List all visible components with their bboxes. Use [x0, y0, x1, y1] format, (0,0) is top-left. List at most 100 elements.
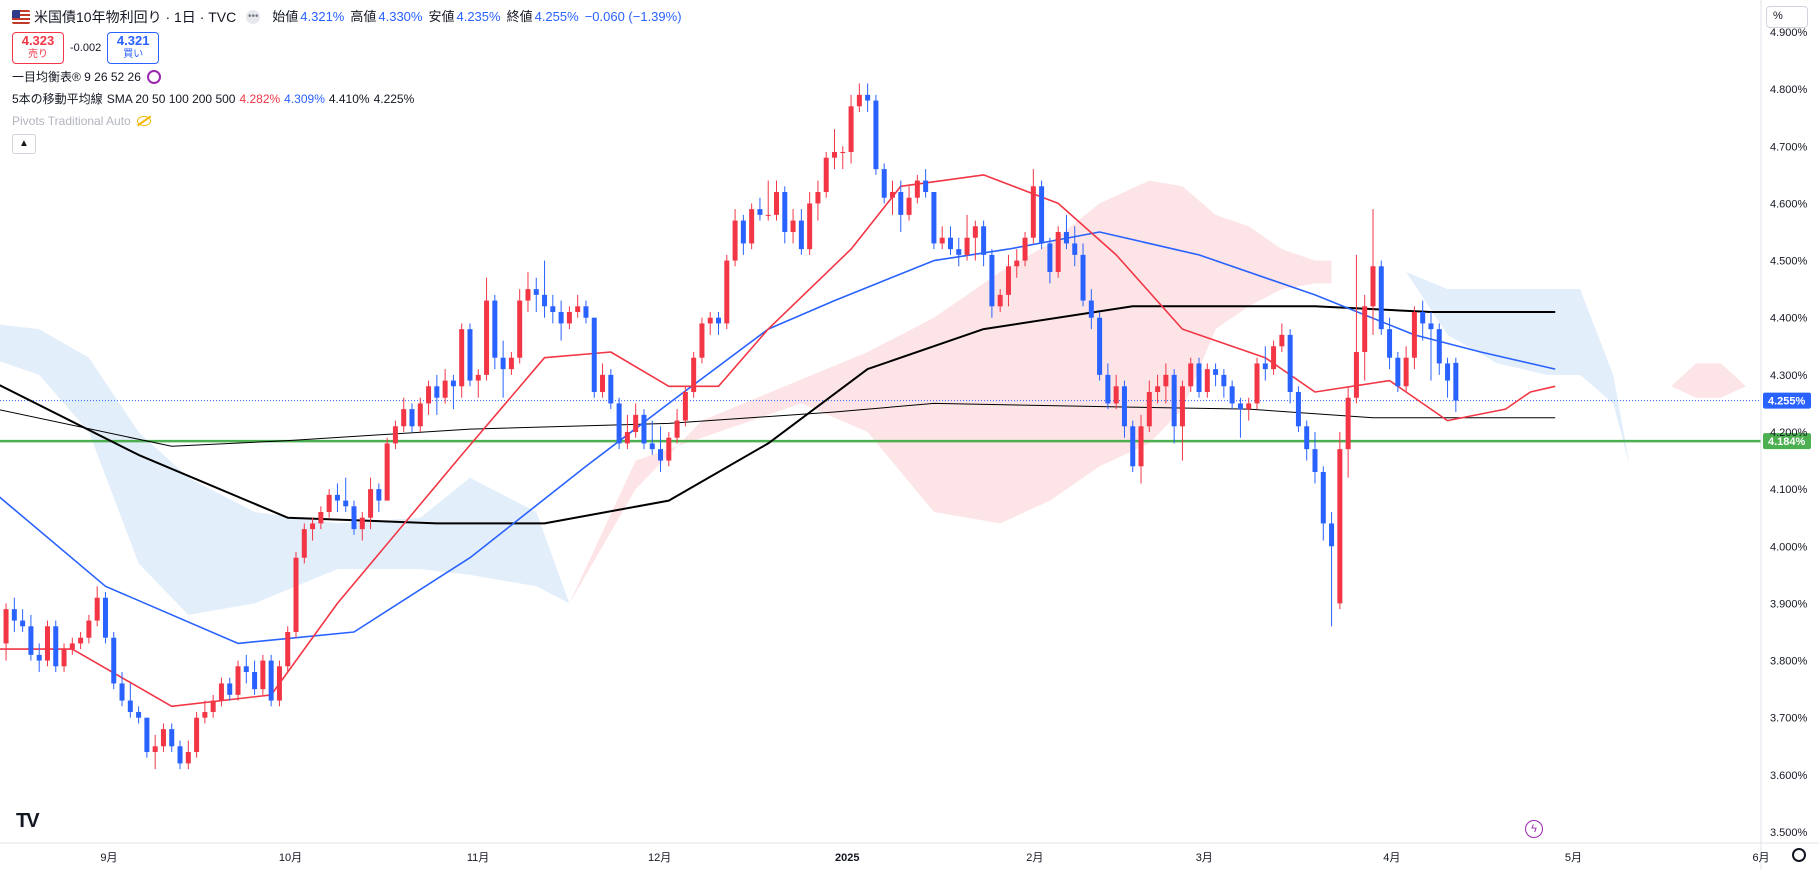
candle: [856, 83, 862, 112]
x-tick-label: 12月: [648, 852, 671, 864]
candle-body: [1428, 323, 1434, 330]
candle: [293, 552, 299, 638]
candle-body: [840, 152, 846, 153]
candle: [1138, 414, 1144, 484]
candle-body: [210, 700, 216, 712]
candle: [1395, 352, 1401, 392]
candle-body: [20, 620, 26, 627]
moving-averages: [0, 174, 1556, 708]
candle: [3, 603, 9, 661]
candle-body: [44, 626, 50, 661]
ichimoku-legend[interactable]: 一目均衡表® 9 26 52 26: [12, 68, 682, 86]
candle: [525, 272, 531, 312]
candle: [1179, 380, 1185, 461]
x-tick-label: 10月: [279, 852, 302, 864]
candle-body: [583, 306, 589, 318]
candle-body: [102, 597, 108, 638]
candle: [1312, 432, 1318, 484]
candle-body: [1395, 357, 1401, 387]
change-value: −0.060 (−1.39%): [584, 9, 682, 24]
candle-body: [566, 312, 572, 324]
candle-body: [276, 666, 282, 701]
candle-body: [252, 672, 258, 690]
symbol-title[interactable]: 米国債10年物利回り · 1日 · TVC: [34, 9, 237, 25]
candle-body: [1254, 363, 1260, 404]
candle: [823, 152, 829, 198]
candle-body: [392, 426, 398, 444]
candle: [608, 369, 614, 410]
candle: [53, 620, 59, 672]
candle: [508, 352, 514, 375]
candle: [409, 403, 415, 432]
candle-body: [1063, 232, 1069, 244]
candle: [102, 592, 108, 644]
candle-body: [384, 443, 390, 501]
candle-body: [1362, 306, 1368, 352]
candle: [865, 83, 871, 112]
open-value: 4.321%: [300, 9, 345, 24]
candle-body: [426, 386, 432, 404]
candle-body: [558, 312, 564, 324]
candle: [1055, 226, 1061, 278]
candle: [724, 254, 730, 330]
percent-scale-button[interactable]: %: [1766, 6, 1808, 28]
candle-body: [401, 409, 407, 427]
candle: [111, 632, 117, 690]
candle-body: [285, 632, 291, 667]
candle-body: [1213, 369, 1219, 375]
candle: [889, 180, 895, 215]
collapse-legend-button[interactable]: ▲: [12, 134, 36, 154]
pivots-legend[interactable]: Pivots Traditional Auto: [12, 112, 682, 130]
candle-body: [1105, 374, 1111, 404]
candle-body: [28, 626, 34, 655]
settings-icon[interactable]: [1792, 848, 1806, 862]
candle: [1287, 329, 1293, 404]
candle: [467, 323, 473, 387]
candle-body: [525, 289, 531, 301]
low-value: 4.235%: [456, 9, 501, 24]
ichimoku-label: 一目均衡表® 9 26 52 26: [12, 70, 141, 84]
candle-body: [1378, 266, 1384, 330]
candle: [699, 317, 705, 364]
buy-button[interactable]: 4.321 買い: [107, 32, 160, 64]
menu-dots-icon[interactable]: •••: [246, 10, 261, 24]
y-tick-label: 3.600%: [1770, 770, 1808, 782]
candle: [500, 340, 506, 398]
sma100-line: [0, 305, 1556, 525]
candle-body: [144, 717, 150, 752]
lightning-icon[interactable]: ϟ: [1525, 820, 1543, 838]
candle: [1047, 237, 1053, 284]
candle: [1337, 432, 1343, 610]
tradingview-logo[interactable]: TV: [16, 810, 40, 832]
candle: [368, 477, 374, 530]
candle: [144, 717, 150, 758]
x-tick-label: 4月: [1383, 852, 1400, 864]
candle-body: [235, 666, 241, 695]
candle: [119, 672, 125, 707]
candle: [633, 403, 639, 438]
candle-body: [326, 494, 332, 512]
candle: [343, 477, 349, 512]
hidden-eye-icon[interactable]: [136, 116, 151, 126]
sma-legend[interactable]: 5本の移動平均線 SMA 20 50 100 200 500 4.282% 4.…: [12, 90, 682, 108]
candle-body: [368, 489, 374, 518]
sma-name: 5本の移動平均線: [12, 92, 103, 106]
kumo-bullish: [569, 180, 1332, 604]
candle: [160, 723, 166, 752]
candle: [1022, 232, 1028, 267]
y-tick-label: 4.100%: [1770, 484, 1808, 496]
y-tick-label: 4.900%: [1770, 27, 1808, 39]
candle-body: [600, 374, 606, 392]
candle: [981, 220, 987, 267]
candle: [1246, 397, 1252, 421]
candle-body: [798, 220, 804, 250]
candle-body: [1155, 386, 1161, 392]
candle: [1420, 300, 1426, 341]
candle: [575, 294, 581, 318]
sell-button[interactable]: 4.323 売り: [12, 32, 64, 64]
candle-body: [69, 643, 75, 650]
candle: [301, 523, 307, 564]
candle-body: [997, 294, 1003, 307]
candle: [658, 426, 664, 472]
